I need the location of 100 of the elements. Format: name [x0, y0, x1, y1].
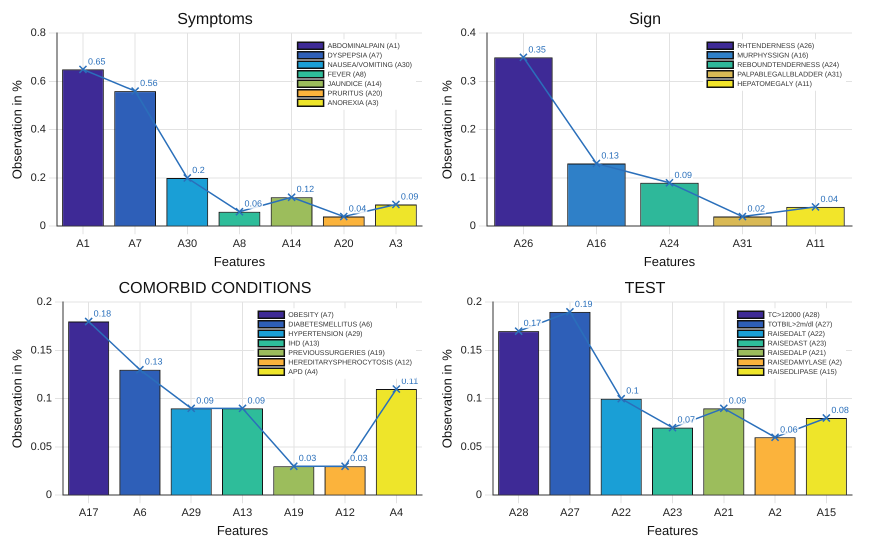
data-label: 0.2 — [192, 164, 205, 175]
point — [392, 200, 400, 209]
point — [183, 174, 192, 182]
y-tick-label: 0.15 — [30, 344, 52, 356]
data-label: 0.09 — [400, 191, 418, 202]
x-tick-label: A24 — [660, 238, 680, 250]
x-tick-label: A17 — [78, 506, 98, 519]
x-tick-label: A30 — [178, 238, 198, 250]
point — [130, 86, 140, 96]
y-tick-label: 0 — [476, 489, 482, 502]
x-tick-label: A12 — [335, 506, 355, 519]
x-tick-label: A22 — [611, 506, 632, 519]
y-tick-label: 0.1 — [466, 392, 482, 405]
y-tick-label: 0.2 — [36, 296, 52, 308]
x-axis-title: Features — [216, 522, 269, 538]
chart-title: COMORBID CONDITIONS — [118, 280, 312, 298]
point — [392, 384, 401, 394]
y-tick-label: 0 — [40, 220, 46, 232]
point — [238, 404, 247, 413]
y-axis-title: Observation in % — [439, 348, 454, 448]
y-tick-label: 0.05 — [30, 440, 52, 453]
x-tick-label: A29 — [181, 506, 202, 519]
data-label: 0.17 — [524, 318, 542, 328]
y-tick-label: 0 — [46, 489, 52, 502]
point — [592, 159, 601, 168]
point — [186, 404, 196, 413]
data-label: 0.06 — [244, 198, 262, 209]
x-tick-label: A19 — [284, 506, 304, 519]
y-axis-title: Observation in % — [439, 80, 454, 180]
x-axis-title: Features — [646, 522, 699, 538]
point — [770, 433, 780, 442]
data-label: 0.03 — [350, 453, 368, 464]
y-tick-label: 0.1 — [460, 172, 476, 184]
point — [665, 178, 674, 188]
y-tick-label: 0 — [470, 220, 476, 232]
y-tick-label: 0.4 — [460, 27, 476, 40]
data-label: 0.1 — [626, 386, 639, 396]
point — [566, 308, 574, 316]
y-tick-label: 0.1 — [36, 392, 52, 405]
data-label: 0.12 — [296, 184, 314, 194]
data-label: 0.13 — [144, 356, 162, 367]
y-tick-label: 0.2 — [466, 296, 482, 308]
y-tick-label: 0.05 — [460, 440, 482, 453]
point — [616, 394, 626, 403]
point — [720, 404, 728, 413]
point — [136, 365, 144, 374]
data-label: 0.08 — [831, 404, 849, 415]
x-axis-title: Features — [644, 254, 696, 269]
data-label: 0.18 — [94, 308, 112, 318]
data-label: 0.09 — [674, 170, 692, 180]
x-tick-label: A6 — [133, 506, 147, 519]
point — [78, 65, 88, 74]
x-tick-label: A3 — [389, 238, 403, 250]
x-tick-label: A11 — [806, 238, 825, 250]
x-tick-label: A13 — [232, 506, 252, 519]
data-label: 0.19 — [574, 298, 592, 309]
x-tick-label: A15 — [816, 506, 836, 519]
x-tick-label: A21 — [714, 506, 734, 519]
x-axis-title: Features — [214, 254, 266, 269]
x-tick-label: A20 — [334, 238, 354, 250]
x-tick-label: A23 — [662, 506, 682, 519]
point — [514, 326, 523, 336]
x-tick-label: A26 — [514, 238, 534, 250]
x-tick-label: A1 — [76, 238, 90, 250]
y-tick-label: 0.6 — [30, 75, 46, 88]
data-label: 0.06 — [780, 424, 798, 434]
data-label: 0.02 — [747, 204, 765, 214]
point — [738, 212, 747, 221]
x-tick-label: A28 — [508, 506, 528, 519]
point — [84, 317, 93, 326]
y-axis-title: Observation in % — [9, 348, 24, 448]
data-label: 0.35 — [528, 44, 546, 54]
point — [339, 212, 348, 221]
x-tick-label: A14 — [282, 238, 302, 250]
chart-title: Sign — [628, 11, 662, 28]
point — [290, 462, 298, 471]
point — [668, 423, 677, 432]
chart-title: Symptoms — [177, 11, 253, 28]
point — [340, 462, 350, 471]
point — [822, 414, 831, 422]
x-tick-label: A27 — [560, 506, 580, 519]
point — [287, 192, 296, 202]
data-label: 0.56 — [140, 78, 158, 88]
point — [811, 202, 820, 212]
data-label: 0.03 — [298, 453, 316, 464]
y-tick-label: 0.2 — [30, 172, 46, 184]
y-tick-label: 0.2 — [460, 124, 476, 136]
data-label: 0.09 — [728, 395, 746, 406]
data-label: 0.13 — [601, 150, 619, 160]
data-label: 0.04 — [348, 204, 366, 214]
y-tick-label: 0.15 — [460, 344, 482, 356]
point — [519, 53, 528, 62]
x-tick-label: A31 — [732, 238, 752, 250]
data-label: 0.65 — [88, 56, 106, 66]
y-tick-label: 0.4 — [30, 124, 46, 136]
x-tick-label: A16 — [586, 238, 606, 250]
data-label: 0.09 — [196, 395, 214, 406]
y-tick-label: 0.8 — [30, 27, 46, 40]
point — [235, 207, 244, 216]
x-tick-label: A8 — [232, 238, 246, 250]
